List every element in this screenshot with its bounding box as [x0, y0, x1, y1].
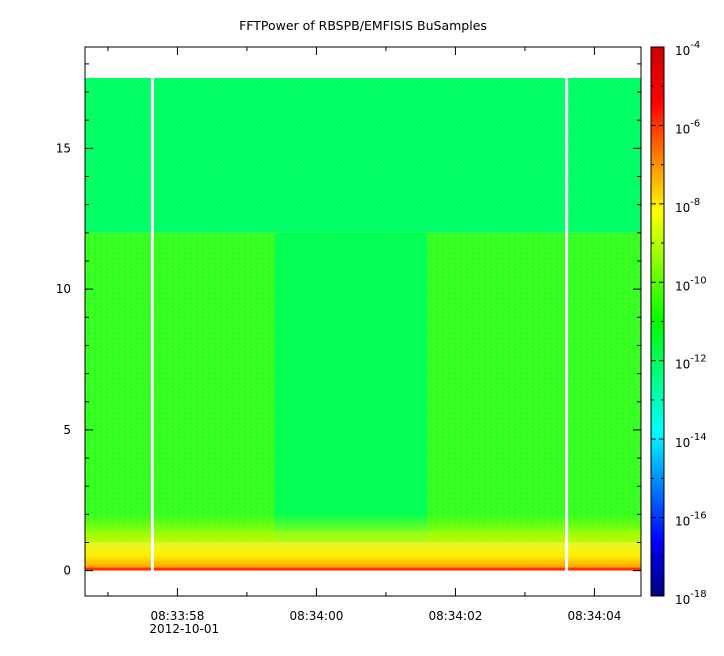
- y-tick-label: 15: [56, 141, 71, 155]
- y-axis: 0 5 10 15: [56, 63, 641, 578]
- chart-title: FFTPower of RBSPB/EMFISIS BuSamples: [239, 18, 487, 33]
- plot-frame: [84, 46, 642, 597]
- region-low-frequency: [85, 512, 641, 571]
- colorbar-tick-label: 10-18: [675, 589, 707, 607]
- no-data-bottom: [85, 570, 641, 596]
- y-tick-label: 10: [56, 282, 71, 296]
- colorbar-tick-label: 10-14: [675, 432, 707, 450]
- region-quiet-interval: [274, 232, 428, 543]
- colorbar-tick-label: 10-10: [675, 275, 707, 293]
- colorbar-tick-label: 10-16: [675, 511, 707, 529]
- colorbar-tick-label: 10-8: [675, 197, 700, 215]
- y-tick-label: 0: [63, 564, 71, 578]
- x-tick-label: 08:34:00: [289, 609, 343, 623]
- x-tick-label: 08:34:04: [567, 609, 621, 623]
- region-low-frequency-edge: [85, 567, 641, 571]
- region-high-frequency-texture: [85, 77, 641, 233]
- data-gap-2: [565, 47, 569, 571]
- colorbar-tick-label: 10-12: [675, 354, 707, 372]
- colorbar-tick-label: 10-4: [675, 40, 700, 58]
- x-axis-date-label: 2012-10-01: [149, 622, 219, 636]
- no-data-top: [85, 47, 641, 78]
- colorbar-tick-label: 10-6: [675, 118, 700, 136]
- data-gap-1: [150, 47, 154, 571]
- colorbar-ticks: 10-4 10-6 10-8 10-10 10-12 10-14 10-16 10-18: [651, 40, 707, 607]
- spectrogram-image: [85, 47, 641, 596]
- y-tick-label: 5: [63, 423, 71, 437]
- x-tick-label: 08:33:58: [150, 609, 204, 623]
- x-tick-label: 08:34:02: [428, 609, 482, 623]
- x-axis: 08:33:58 08:34:00 08:34:02 08:34:04: [107, 47, 621, 623]
